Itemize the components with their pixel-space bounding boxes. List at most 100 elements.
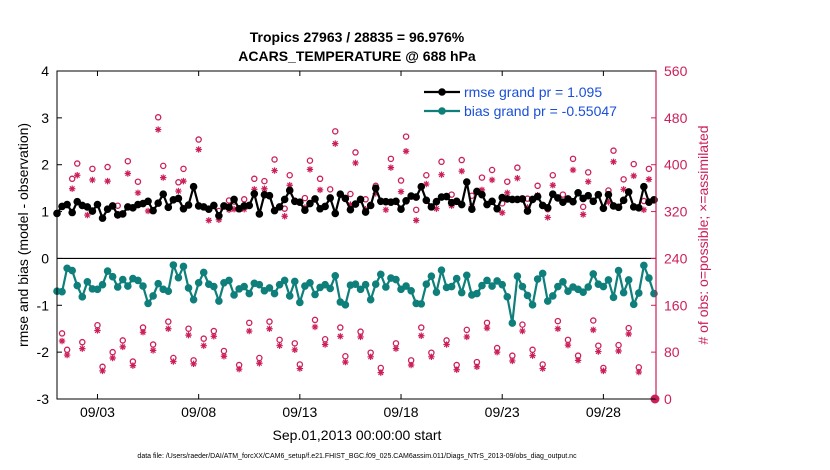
obs-assimilated-marker xyxy=(402,148,410,155)
obs-assimilated-marker xyxy=(306,166,314,173)
obs-assimilated-marker xyxy=(175,187,182,195)
obs-possible-marker xyxy=(645,165,653,173)
obs-assimilated-marker xyxy=(377,369,384,376)
rmse-point xyxy=(255,210,264,218)
obs-possible-marker xyxy=(159,162,167,170)
rmse-point xyxy=(574,189,582,197)
rmse-point xyxy=(624,188,633,196)
bias-point xyxy=(614,266,623,275)
bias-point xyxy=(270,289,279,298)
bias-point xyxy=(371,280,380,289)
rmse-point xyxy=(301,206,309,214)
y-tick-label: 3 xyxy=(41,110,49,126)
obs-possible-marker xyxy=(625,324,632,332)
obs-assimilated-marker xyxy=(251,186,258,193)
obs-possible-marker xyxy=(463,326,471,334)
rmse-point xyxy=(417,182,426,191)
obs-assimilated-marker xyxy=(549,182,556,189)
obs-assimilated-marker xyxy=(453,366,460,373)
obs-possible-marker xyxy=(109,348,116,356)
bias-point xyxy=(422,280,431,289)
rmse-point xyxy=(63,200,71,209)
rmse-point xyxy=(569,197,577,206)
bias-point xyxy=(473,289,481,298)
obs-assimilated-marker xyxy=(154,126,162,133)
obs-possible-marker xyxy=(620,176,627,183)
y-tick-label: 4 xyxy=(41,63,49,79)
obs-assimilated-marker xyxy=(397,188,405,195)
rmse-point xyxy=(149,206,157,215)
bias-point xyxy=(559,278,567,286)
bias-point xyxy=(356,285,365,294)
obs-assimilated-marker xyxy=(165,325,172,332)
legend-swatch-marker xyxy=(438,107,446,115)
obs-assimilated-marker xyxy=(276,342,283,349)
obs-assimilated-marker xyxy=(200,342,207,349)
obs-assimilated-marker xyxy=(230,206,238,213)
rmse-point xyxy=(422,196,431,205)
obs-possible-marker xyxy=(311,316,319,324)
bias-point xyxy=(584,283,593,291)
obs-assimilated-marker xyxy=(620,186,627,193)
obs-assimilated-marker xyxy=(316,186,324,194)
obs-possible-marker xyxy=(89,165,96,173)
rmse-point xyxy=(589,197,598,206)
obs-possible-marker xyxy=(402,133,410,140)
obs-possible-marker xyxy=(261,177,268,185)
rmse-point xyxy=(457,200,466,209)
obs-possible-marker xyxy=(342,352,349,360)
obs-assimilated-marker xyxy=(215,216,223,223)
obs-possible-marker xyxy=(504,178,511,185)
obs-possible-marker xyxy=(68,175,76,183)
rmse-point xyxy=(468,205,476,214)
obs-possible-marker xyxy=(423,172,430,179)
obs-possible-marker xyxy=(514,164,521,171)
rmse-point xyxy=(306,199,314,208)
rmse-point xyxy=(554,194,562,202)
bias-point xyxy=(306,278,314,287)
obs-possible-marker xyxy=(266,318,273,325)
obs-assimilated-marker xyxy=(585,178,592,185)
obs-assimilated-marker xyxy=(89,176,96,184)
obs-assimilated-marker xyxy=(412,217,420,224)
obs-possible-marker xyxy=(630,160,637,168)
bias-point xyxy=(518,282,527,291)
obs-assimilated-marker xyxy=(296,365,304,372)
obs-assimilated-marker xyxy=(124,170,132,177)
obs-assimilated-marker xyxy=(418,332,425,339)
rmse-point xyxy=(144,197,152,206)
bias-point xyxy=(285,292,294,300)
obs-assimilated-marker xyxy=(210,333,218,340)
bias-point xyxy=(609,293,618,302)
bias-point xyxy=(139,282,147,290)
rmse-point xyxy=(619,196,628,205)
obs-assimilated-marker xyxy=(94,327,101,334)
bias-point xyxy=(564,287,572,296)
obs-possible-marker xyxy=(326,186,334,193)
bias-point xyxy=(210,282,218,291)
obs-possible-marker xyxy=(488,166,496,174)
obs-possible-marker xyxy=(549,172,557,179)
rmse-point xyxy=(361,208,370,216)
obs-assimilated-marker xyxy=(579,211,587,218)
bias-point xyxy=(523,291,532,300)
obs-assimilated-marker xyxy=(483,324,491,332)
obs-assimilated-marker xyxy=(645,176,653,183)
rmse-point xyxy=(366,201,375,210)
bias-point xyxy=(392,275,400,284)
bias-point xyxy=(265,284,274,292)
rmse-point xyxy=(73,197,82,206)
obs-assimilated-marker xyxy=(625,330,632,338)
obs-possible-marker xyxy=(286,172,293,179)
obs-assimilated-marker xyxy=(387,164,395,171)
bias-point xyxy=(599,282,608,291)
rmse-point xyxy=(311,195,319,203)
rmse-point xyxy=(543,204,552,212)
rmse-point xyxy=(614,203,623,212)
obs-assimilated-marker xyxy=(261,185,268,192)
obs-possible-marker xyxy=(79,338,86,346)
rmse-point xyxy=(88,207,97,215)
y2-tick-label: 560 xyxy=(664,63,688,79)
rmse-point xyxy=(326,194,334,202)
bias-point xyxy=(149,292,157,300)
